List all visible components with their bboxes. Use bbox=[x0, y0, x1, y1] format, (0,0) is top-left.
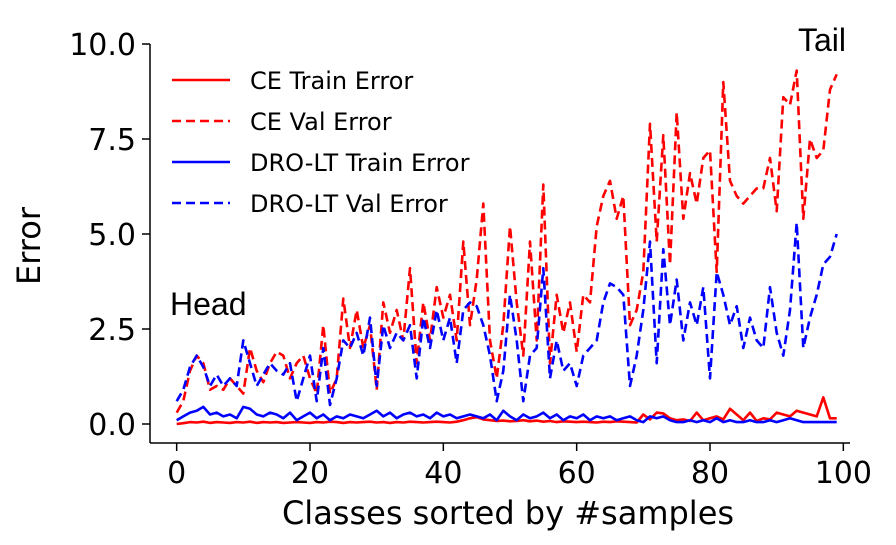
axes bbox=[149, 44, 850, 444]
y-axis-label: Error bbox=[10, 206, 48, 285]
legend-label: CE Train Error bbox=[250, 67, 413, 95]
x-tick-label: 80 bbox=[691, 456, 729, 491]
y-tick-label: 0.0 bbox=[88, 408, 136, 443]
y-tick-label: 10.0 bbox=[69, 28, 136, 63]
tail-annotation: Tail bbox=[798, 22, 846, 58]
y-tick-label: 2.5 bbox=[88, 313, 136, 348]
x-tick-label: 0 bbox=[167, 456, 186, 491]
x-tick-label: 20 bbox=[291, 456, 329, 491]
tick-marks: 0.0 2.5 5.0 7.5 10.0 0 20 40 60 80 100 bbox=[69, 28, 872, 491]
x-tick-label: 60 bbox=[558, 456, 596, 491]
series-line-2 bbox=[175, 69, 838, 414]
series-line-1 bbox=[176, 396, 837, 426]
y-tick-label: 7.5 bbox=[88, 123, 136, 158]
x-tick-label: 100 bbox=[815, 456, 872, 491]
y-tick-label: 5.0 bbox=[88, 218, 136, 253]
legend-label: DRO-LT Val Error bbox=[250, 190, 448, 218]
series-lines bbox=[175, 69, 838, 426]
head-annotation: Head bbox=[170, 286, 247, 322]
legend-label: DRO-LT Train Error bbox=[250, 149, 470, 177]
series-line-3 bbox=[176, 405, 837, 424]
x-axis-label: Classes sorted by #samples bbox=[282, 494, 734, 532]
legend-label: CE Val Error bbox=[250, 108, 392, 136]
legend: CE Train Error CE Val Error DRO-LT Train E… bbox=[172, 67, 470, 218]
series-line-4 bbox=[175, 221, 838, 407]
x-tick-label: 40 bbox=[424, 456, 462, 491]
